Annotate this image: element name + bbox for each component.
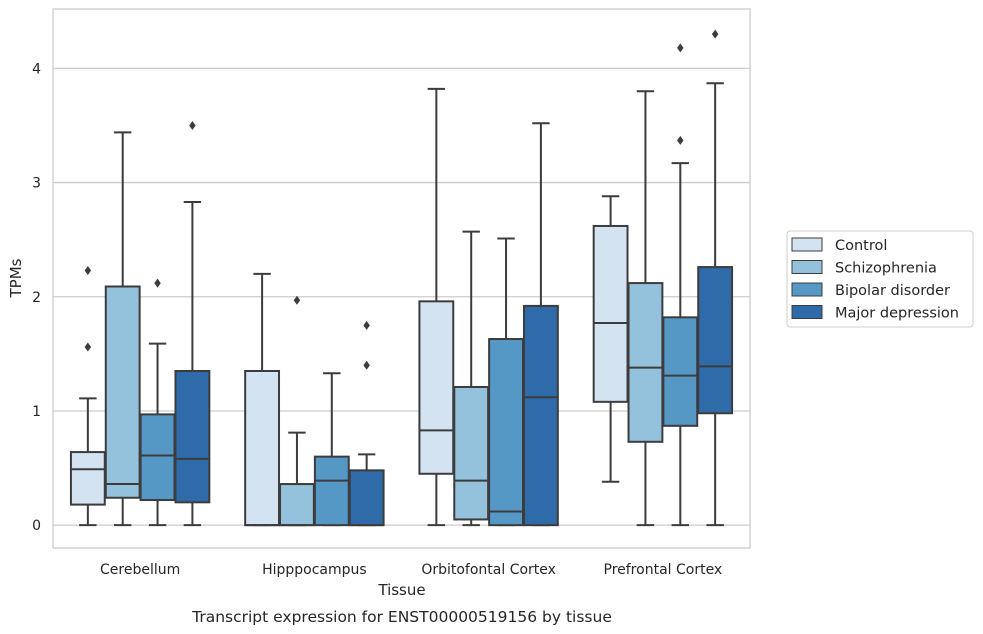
box-group [522,122,559,527]
outlier-point [363,360,370,370]
y-tick-label: 4 [32,61,41,77]
outlier-point [363,320,370,330]
box [453,385,490,521]
box-group [488,237,524,527]
box-group [348,320,385,527]
outlier-point [293,295,301,305]
outlier-point [84,342,92,352]
boxes [69,29,734,527]
box [488,338,524,527]
box-group [174,120,211,527]
box [279,483,315,527]
box-group [627,90,664,527]
box-group [69,266,106,527]
outlier-point [677,135,684,145]
x-tick-label: Prefrontal Cortex [604,562,723,578]
y-tick-label: 0 [32,518,41,534]
box-group [244,272,281,527]
box [104,285,141,499]
legend-label: Control [835,238,887,254]
box [348,469,385,527]
legend-label: Schizophrenia [835,261,937,277]
y-tick-label: 3 [32,176,41,192]
outlier-point [84,266,92,276]
box-group [104,131,141,527]
box [244,369,281,527]
box [627,282,664,443]
legend-swatch [791,237,823,252]
box-group [592,195,629,483]
plot-area-frame [52,8,751,549]
legend-label: Bipolar disorder [835,283,950,299]
box [522,304,559,527]
box-group [697,29,734,527]
chart-caption: Transcript expression for ENST0000051915… [191,608,612,626]
box [69,451,106,506]
x-tick-label: Orbitofontal Cortex [421,562,556,578]
box [139,413,176,502]
box [592,224,629,403]
y-tick-label: 1 [32,404,41,420]
x-axis-title: Tissue [377,581,425,599]
box-group [139,278,176,527]
box-group [453,230,490,527]
x-tick-label: Hipppocampus [262,562,367,578]
box [313,455,350,527]
box-group [418,87,455,527]
outlier-point [677,43,684,53]
legend-frame [786,230,974,328]
outlier-point [189,120,196,130]
legend-swatch [791,282,823,297]
box-group [662,43,699,527]
box [662,316,699,427]
legend-swatch [791,260,823,274]
legend: Control Schizophrenia Bipolar disorder Majo… [786,230,974,328]
box [174,369,211,504]
legend-swatch [791,305,823,319]
y-tick-labels: 0 1 2 3 4 [32,61,41,534]
x-tick-label: Cerebellum [100,562,180,578]
box [418,300,455,475]
y-tick-label: 2 [32,290,41,306]
x-tick-labels: Cerebellum Hipppocampus Orbitofontal Corte… [100,562,722,578]
box-group [279,295,315,527]
y-axis-title: TPMs [7,258,25,298]
legend-label: Major depression [835,306,959,322]
outlier-point [154,278,161,288]
box [697,266,734,415]
outlier-point [711,29,719,39]
box-group [313,372,350,527]
